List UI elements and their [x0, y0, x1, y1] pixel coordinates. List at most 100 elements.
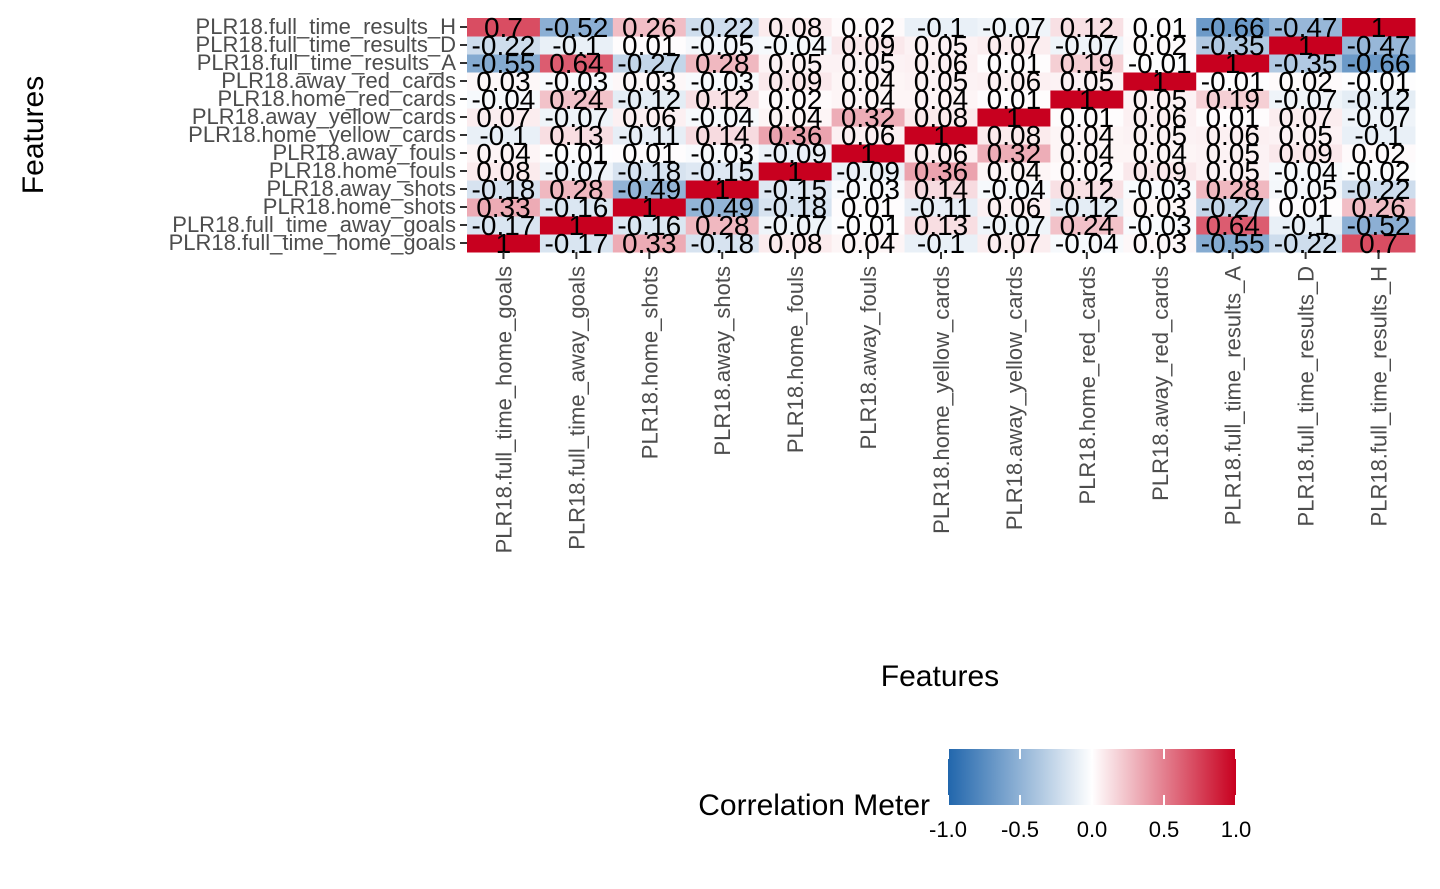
cell-value-label: -0.07: [544, 156, 608, 187]
heatmap-cell: [831, 108, 906, 127]
heatmap-cell: [1196, 198, 1270, 217]
heatmap-cell: [758, 108, 833, 127]
cell-value-label: 0.64: [1205, 210, 1260, 241]
heatmap-cell: [904, 216, 978, 235]
heatmap-cell: [1050, 72, 1124, 91]
heatmap-cell: [1269, 54, 1343, 73]
cell-value-label: -0.22: [472, 30, 536, 61]
heatmap-cell: [1050, 18, 1124, 37]
x-tick-label: PLR18.home_shots: [637, 266, 662, 459]
x-tick-label: PLR18.away_fouls: [856, 266, 881, 449]
heatmap-cell: [1342, 54, 1416, 73]
heatmap-cell: [758, 234, 833, 253]
cell-value-label: -0.15: [690, 156, 754, 187]
heatmap-cell: [977, 126, 1051, 145]
cell-value-label: -0.01: [836, 210, 900, 241]
heatmap-cell: [1269, 180, 1343, 199]
heatmap-cell-labels: 1 -0.17 0.33 -0.18 0.08 0.04 -0.1 0.07 -0.04 0.03…: [472, 12, 1411, 259]
cell-value-label: 1: [787, 156, 803, 187]
heatmap-cell: [467, 162, 541, 181]
cell-value-label: -0.03: [544, 66, 608, 97]
cell-value-label: 0.07: [987, 30, 1042, 61]
cell-value-label: 0.01: [1278, 192, 1333, 223]
cell-value-label: 1: [496, 228, 512, 259]
heatmap-cell: [1050, 216, 1124, 235]
cell-value-label: 0.05: [1278, 120, 1333, 151]
cell-value-label: -0.01: [544, 138, 608, 169]
cell-value-label: 0.07: [1278, 102, 1333, 133]
heatmap-cell: [1269, 72, 1343, 91]
cell-value-label: 0.33: [476, 192, 531, 223]
heatmap-cell: [831, 72, 906, 91]
heatmap-cell: [1050, 90, 1124, 109]
y-tick-label: PLR18.away_red_cards: [221, 68, 456, 93]
heatmap-cell: [1196, 126, 1270, 145]
heatmap-cell: [685, 234, 760, 253]
cell-value-label: -0.52: [544, 12, 608, 43]
heatmap-cell: [1050, 126, 1124, 145]
cell-value-label: -0.11: [910, 192, 972, 223]
cell-value-label: 0.02: [768, 84, 823, 115]
x-tick-label: PLR18.home_fouls: [783, 266, 808, 453]
cell-value-label: -0.05: [690, 30, 754, 61]
cell-value-label: 1: [569, 210, 585, 241]
cell-value-label: -0.27: [1201, 192, 1265, 223]
x-tick-label: PLR18.full_time_results_A: [1221, 266, 1246, 526]
heatmap-cell: [1196, 72, 1270, 91]
cell-value-label: -0.07: [1347, 102, 1411, 133]
cell-value-label: 0.08: [987, 120, 1042, 151]
heatmap-cell: [831, 162, 906, 181]
cell-value-label: 0.12: [1060, 12, 1115, 43]
heatmap-cell: [685, 18, 760, 37]
cell-value-label: -0.07: [982, 12, 1046, 43]
cell-value-label: 0.26: [622, 12, 677, 43]
cell-value-label: -0.16: [617, 210, 681, 241]
cell-value-label: -0.47: [1274, 12, 1338, 43]
cell-value-label: -0.18: [617, 156, 681, 187]
cell-value-label: -0.01: [1347, 66, 1411, 97]
heatmap-cell: [904, 198, 978, 217]
cell-value-label: 1: [1079, 84, 1095, 115]
cell-value-label: 0.04: [1060, 138, 1115, 169]
heatmap-cell: [758, 216, 833, 235]
y-axis-ticks: PLR18.full_time_home_goalsPLR18.full_tim…: [169, 14, 467, 255]
heatmap-cell: [758, 144, 833, 163]
heatmap-cell: [1050, 54, 1124, 73]
heatmap-cell: [467, 180, 541, 199]
cell-value-label: 0.05: [1205, 156, 1260, 187]
cell-value-label: 0.03: [1133, 192, 1188, 223]
cell-value-label: 0.14: [695, 120, 750, 151]
heatmap-cell: [1269, 162, 1343, 181]
cell-value-label: -0.17: [472, 210, 536, 241]
cell-value-label: 0.19: [1205, 84, 1260, 115]
heatmap-cell: [904, 36, 978, 55]
heatmap-cell: [831, 198, 906, 217]
cell-value-label: 0.05: [1060, 66, 1115, 97]
heatmap-cells: [467, 18, 1416, 253]
cell-value-label: -0.09: [763, 138, 827, 169]
heatmap-cell: [1050, 144, 1124, 163]
heatmap-cell: [831, 90, 906, 109]
cell-value-label: 0.05: [1133, 84, 1188, 115]
heatmap-cell: [904, 162, 978, 181]
heatmap-cell: [904, 90, 978, 109]
heatmap-cell: [612, 162, 687, 181]
heatmap-cell: [758, 72, 833, 91]
cell-value-label: 0.03: [476, 66, 531, 97]
heatmap-cell: [1269, 36, 1343, 55]
cell-value-label: 0.28: [695, 48, 750, 79]
heatmap-cell: [758, 54, 833, 73]
color-legend: Correlation Meter -1.0 -0.5 0.0 0.5 1.0: [698, 749, 1251, 842]
y-tick-label: PLR18.away_fouls: [273, 140, 456, 165]
cell-value-label: 0.08: [914, 102, 969, 133]
y-tick-label: PLR18.home_yellow_cards: [188, 122, 456, 147]
cell-value-label: 0.01: [841, 192, 896, 223]
heatmap-cell: [1123, 54, 1197, 73]
heatmap-cell: [904, 54, 978, 73]
cell-value-label: 0.02: [1278, 66, 1333, 97]
heatmap-cell: [977, 108, 1051, 127]
heatmap-cell: [539, 144, 614, 163]
heatmap-cell: [1123, 162, 1197, 181]
cell-value-label: 0.14: [914, 174, 969, 205]
heatmap-cell: [539, 72, 614, 91]
